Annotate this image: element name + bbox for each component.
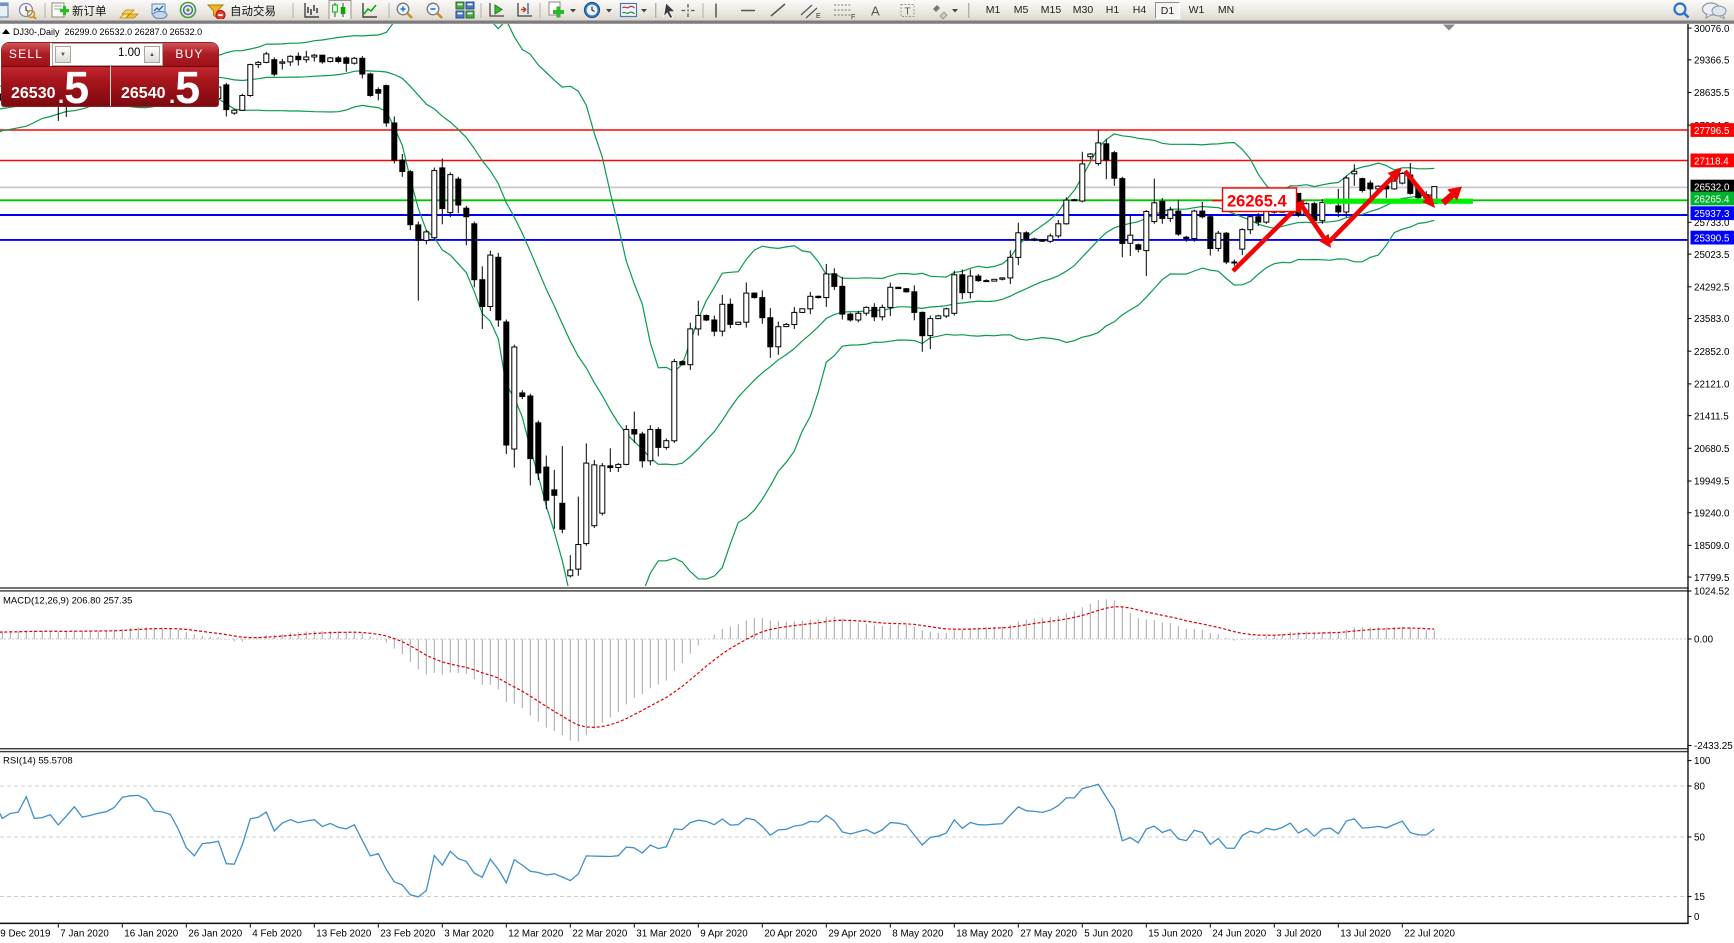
svg-text:31 Mar 2020: 31 Mar 2020 <box>636 929 692 940</box>
svg-text:22852.0: 22852.0 <box>1694 347 1730 358</box>
svg-text:26265.4: 26265.4 <box>1694 194 1730 205</box>
svg-text:80: 80 <box>1694 782 1705 793</box>
svg-text:50: 50 <box>1694 833 1705 844</box>
svg-text:22 Jul 2020: 22 Jul 2020 <box>1404 929 1455 940</box>
svg-text:28635.5: 28635.5 <box>1694 88 1730 99</box>
svg-text:27 May 2020: 27 May 2020 <box>1020 929 1077 940</box>
svg-text:18509.0: 18509.0 <box>1694 541 1730 552</box>
svg-text:24292.5: 24292.5 <box>1694 283 1730 294</box>
svg-text:0: 0 <box>1694 912 1700 923</box>
svg-text:16 Jan 2020: 16 Jan 2020 <box>124 929 178 940</box>
svg-text:17799.5: 17799.5 <box>1694 573 1730 584</box>
svg-text:23583.0: 23583.0 <box>1694 314 1730 325</box>
svg-text:21411.5: 21411.5 <box>1694 411 1729 422</box>
svg-text:25733.0: 25733.0 <box>1694 218 1730 229</box>
svg-text:29366.5: 29366.5 <box>1694 56 1730 67</box>
svg-text:12 Mar 2020: 12 Mar 2020 <box>508 929 564 940</box>
svg-text:9 Dec 2019: 9 Dec 2019 <box>0 929 50 940</box>
svg-text:27118.4: 27118.4 <box>1694 156 1729 167</box>
svg-text:A: A <box>871 4 880 19</box>
svg-text:0.00: 0.00 <box>1694 635 1714 646</box>
svg-text:7 Jan 2020: 7 Jan 2020 <box>60 929 109 940</box>
svg-text:4 Feb 2020: 4 Feb 2020 <box>252 929 302 940</box>
svg-text:13 Feb 2020: 13 Feb 2020 <box>316 929 372 940</box>
svg-text:19240.0: 19240.0 <box>1694 508 1730 519</box>
svg-text:新订单: 新订单 <box>72 4 107 18</box>
svg-text:F: F <box>851 14 855 19</box>
svg-text:19949.5: 19949.5 <box>1694 477 1730 488</box>
svg-text:25023.5: 25023.5 <box>1694 250 1730 261</box>
svg-text:24 Jun 2020: 24 Jun 2020 <box>1212 929 1266 940</box>
svg-text:26 Jan 2020: 26 Jan 2020 <box>188 929 242 940</box>
svg-text:20 Apr 2020: 20 Apr 2020 <box>764 929 817 940</box>
svg-text:5 Jun 2020: 5 Jun 2020 <box>1084 929 1133 940</box>
svg-text:22121.0: 22121.0 <box>1694 380 1730 391</box>
svg-text:25937.3: 25937.3 <box>1694 209 1730 220</box>
svg-text:E: E <box>816 13 821 19</box>
svg-text:3 Mar 2020: 3 Mar 2020 <box>444 929 494 940</box>
svg-text:23 Feb 2020: 23 Feb 2020 <box>380 929 436 940</box>
svg-text:RSI(14) 55.5708: RSI(14) 55.5708 <box>3 756 73 767</box>
svg-text:30076.0: 30076.0 <box>1694 24 1730 35</box>
svg-text:27796.5: 27796.5 <box>1694 126 1730 137</box>
svg-text:-2433.25: -2433.25 <box>1694 741 1733 752</box>
svg-text:T: T <box>905 7 911 18</box>
svg-text:自动交易: 自动交易 <box>230 4 276 18</box>
svg-text:26265.4: 26265.4 <box>1227 193 1287 211</box>
svg-text:9 Apr 2020: 9 Apr 2020 <box>700 929 748 940</box>
svg-text:18 May 2020: 18 May 2020 <box>956 929 1013 940</box>
svg-text:13 Jul 2020: 13 Jul 2020 <box>1340 929 1391 940</box>
svg-text:MACD(12,26,9) 206.80 257.35: MACD(12,26,9) 206.80 257.35 <box>3 596 132 607</box>
svg-text:15 Jun 2020: 15 Jun 2020 <box>1148 929 1202 940</box>
svg-text:20680.5: 20680.5 <box>1694 444 1730 455</box>
svg-text:22 Mar 2020: 22 Mar 2020 <box>572 929 628 940</box>
svg-text:1024.52: 1024.52 <box>1694 587 1729 598</box>
svg-text:8 May 2020: 8 May 2020 <box>892 929 944 940</box>
svg-text:26532.0: 26532.0 <box>1694 183 1730 194</box>
svg-text:100: 100 <box>1694 756 1711 767</box>
svg-text:29 Apr 2020: 29 Apr 2020 <box>828 929 881 940</box>
svg-text:3 Jul 2020: 3 Jul 2020 <box>1276 929 1322 940</box>
svg-text:15: 15 <box>1694 892 1705 903</box>
svg-text:25390.5: 25390.5 <box>1694 234 1730 245</box>
